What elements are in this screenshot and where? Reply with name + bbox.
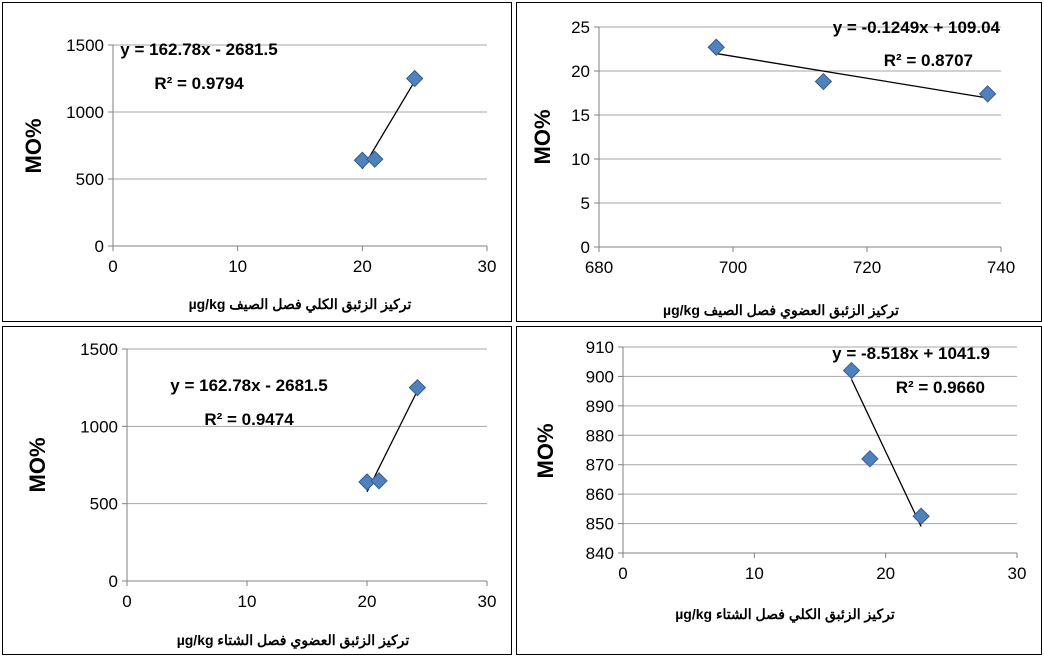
y-tick-label: 500 — [76, 170, 104, 189]
data-point — [707, 38, 725, 56]
y-tick-label: 1500 — [80, 340, 118, 359]
y-tick-label: 5 — [581, 194, 590, 213]
x-tick-label: 740 — [987, 258, 1015, 277]
y-tick-label: 1500 — [66, 36, 104, 55]
y-tick-label: 1000 — [80, 417, 118, 436]
scatter-chart: 0 5 10 15 20 25 680 700 720 740 y = -0.1249x + 109… — [530, 18, 1015, 319]
y-tick-label: 890 — [586, 397, 614, 416]
y-tick-label: 0 — [109, 572, 118, 591]
y-tick-label: 910 — [586, 338, 614, 357]
x-tick-label: 680 — [585, 258, 613, 277]
trendline — [361, 80, 416, 170]
trendline — [366, 390, 418, 493]
y-tick-label: 20 — [571, 62, 590, 81]
r-squared-label: R² = 0.8707 — [884, 51, 973, 70]
chart-panel-winter-total-mercury: 840 850 860 870 880 890 900 910 0 10 20 30 y = -8.51… — [516, 326, 1042, 655]
y-tick-label: 860 — [586, 485, 614, 504]
y-tick-label: 880 — [586, 426, 614, 445]
y-tick-label: 870 — [586, 456, 614, 475]
x-tick-label: 720 — [853, 258, 881, 277]
x-tick-label: 30 — [478, 592, 497, 611]
y-axis-label: MO% — [533, 424, 558, 479]
trendline — [850, 379, 922, 527]
y-tick-label: 900 — [586, 367, 614, 386]
x-axis-label: تركيز الزئبق العضوي فصل الصيف µg/kg — [663, 302, 899, 319]
r-squared-label: R² = 0.9660 — [896, 378, 985, 397]
chart-panel-summer-total-mercury: 0 500 1000 1500 0 10 20 30 y = 162.78x - 2681.5 R… — [2, 2, 512, 322]
x-tick-label: 0 — [108, 257, 117, 276]
y-tick-label: 850 — [586, 515, 614, 534]
y-tick-label: 0 — [95, 237, 104, 256]
y-tick-label: 15 — [571, 106, 590, 125]
data-point — [408, 378, 427, 397]
trendline-equation: y = 162.78x - 2681.5 — [120, 40, 277, 59]
y-tick-label: 500 — [90, 495, 118, 514]
y-axis-label: MO% — [530, 110, 555, 165]
x-tick-label: 0 — [618, 564, 627, 583]
data-point — [912, 507, 930, 525]
data-point — [370, 472, 388, 490]
x-tick-label: 0 — [122, 592, 131, 611]
x-axis-label: تركيز الزئبق الكلي فصل الشتاء µg/kg — [675, 606, 895, 623]
data-point — [366, 150, 384, 168]
y-axis-label: MO% — [25, 438, 50, 493]
data-point — [353, 151, 372, 169]
x-tick-label: 30 — [478, 257, 497, 276]
x-axis-label: تركيز الزئبق العضوي فصل الشتاء µg/kg — [177, 632, 410, 649]
trendline-equation: y = -0.1249x + 109.04 — [833, 18, 1001, 37]
y-tick-label: 25 — [571, 18, 590, 37]
chart-panel-winter-organic-mercury: 0 500 1000 1500 0 10 20 30 y = 162.78x - 2681.5 R… — [2, 326, 512, 655]
scatter-chart: 0 500 1000 1500 0 10 20 30 y = 162.78x - 2681.5 R… — [21, 36, 497, 313]
data-point — [978, 85, 997, 103]
trendline-equation: y = -8.518x + 1041.9 — [832, 344, 990, 363]
data-point — [861, 450, 879, 468]
x-tick-label: 20 — [876, 564, 895, 583]
trendline-equation: y = 162.78x - 2681.5 — [170, 376, 327, 395]
x-tick-label: 10 — [745, 564, 764, 583]
x-tick-label: 10 — [238, 592, 257, 611]
x-tick-label: 20 — [353, 257, 372, 276]
scatter-chart: 840 850 860 870 880 890 900 910 0 10 20 30 y = -8.51… — [533, 338, 1027, 623]
r-squared-label: R² = 0.9794 — [154, 74, 244, 93]
trendline — [716, 52, 988, 99]
y-tick-label: 1000 — [66, 103, 104, 122]
data-point — [814, 72, 833, 91]
x-tick-label: 20 — [358, 592, 377, 611]
x-tick-label: 30 — [1008, 564, 1027, 583]
scatter-chart: 0 500 1000 1500 0 10 20 30 y = 162.78x - 2681.5 R… — [25, 340, 497, 649]
chart-panel-summer-organic-mercury: 0 5 10 15 20 25 680 700 720 740 y = -0.1249x + 109… — [516, 2, 1042, 322]
data-point — [405, 69, 424, 88]
y-tick-label: 10 — [571, 150, 590, 169]
y-tick-label: 0 — [581, 238, 590, 257]
y-axis-label: MO% — [21, 119, 46, 174]
data-point — [842, 361, 861, 380]
x-tick-label: 700 — [719, 258, 747, 277]
r-squared-label: R² = 0.9474 — [204, 410, 294, 429]
y-tick-label: 840 — [586, 544, 614, 563]
x-tick-label: 10 — [228, 257, 247, 276]
x-axis-label: تركيز الزئبق الكلي فصل الصيف µg/kg — [189, 296, 412, 313]
